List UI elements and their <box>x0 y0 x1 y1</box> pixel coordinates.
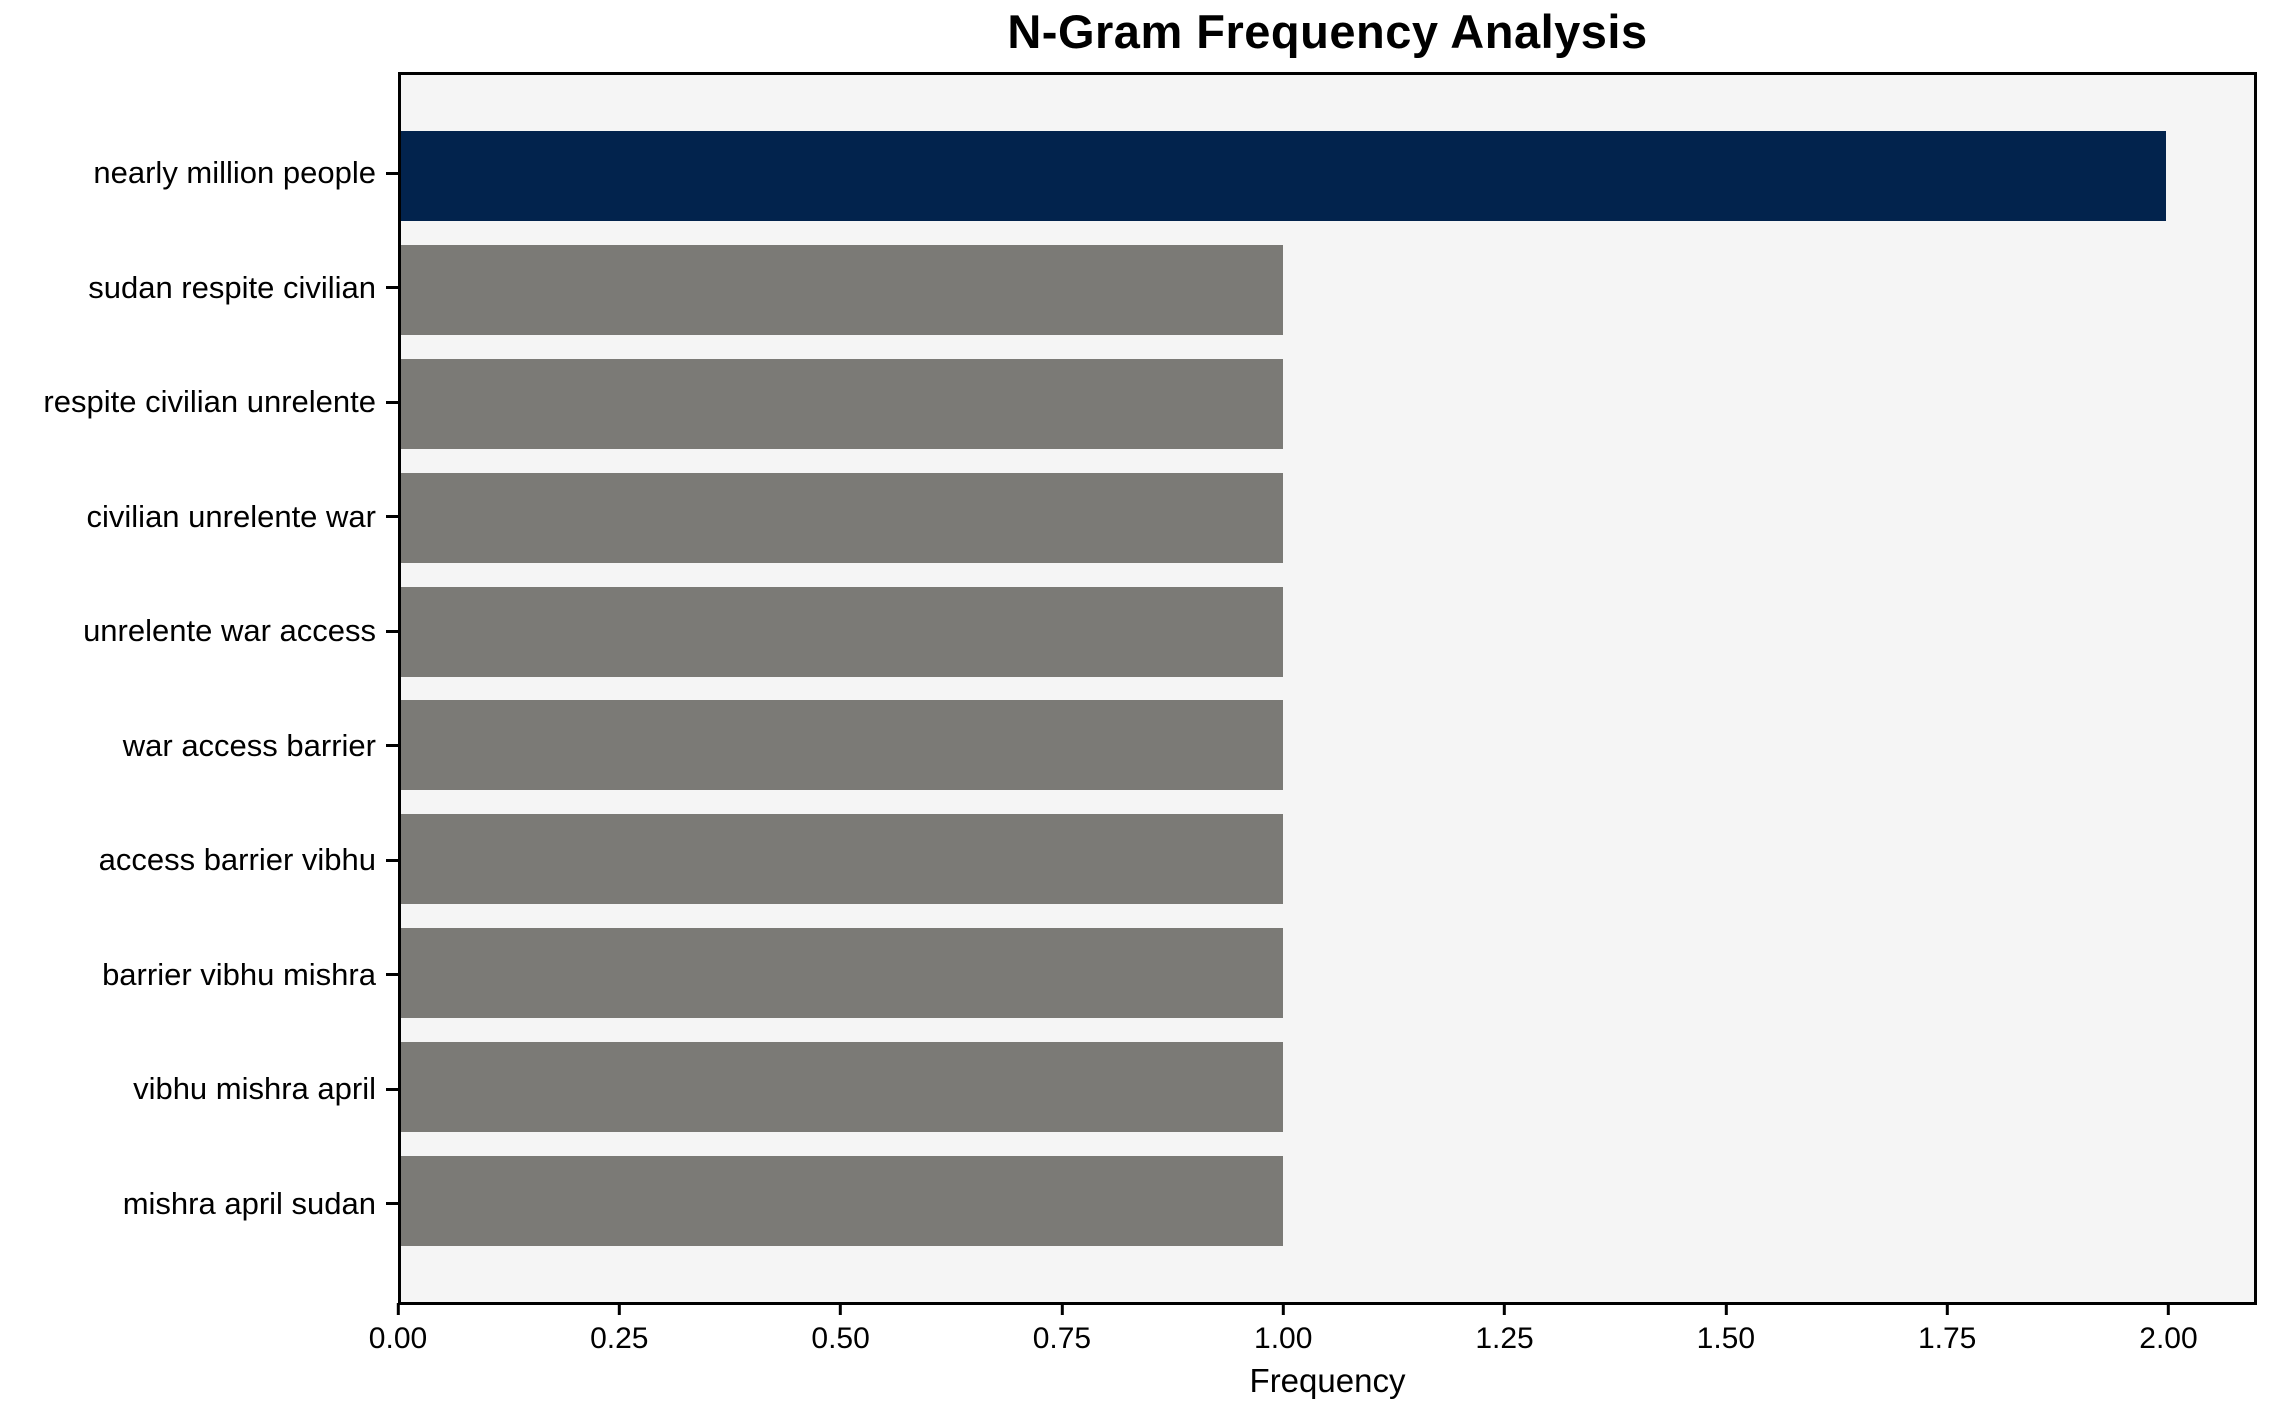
bar-row <box>401 119 2254 233</box>
y-tick-mark <box>386 1087 398 1091</box>
category-label: mishra april sudan <box>122 1185 376 1221</box>
x-tick-label: 0.00 <box>368 1322 428 1355</box>
x-tick-label: 0.75 <box>1032 1322 1092 1355</box>
x-axis-ticks: 0.00 0.25 0.50 0.75 1.00 1.25 1.50 1.75 2.00 <box>369 1303 2257 1365</box>
x-tick-label: 0.25 <box>590 1322 649 1355</box>
x-tick-mark <box>1503 1303 1507 1315</box>
bar-row <box>401 1030 2254 1144</box>
y-tick-mark <box>386 973 398 977</box>
category-label: nearly million people <box>93 155 376 191</box>
bar <box>401 472 1284 563</box>
bar-row <box>401 347 2254 461</box>
bar <box>401 814 1284 905</box>
bar <box>401 1156 1284 1247</box>
x-tick: 0.50 <box>811 1303 870 1356</box>
bar <box>401 244 1284 335</box>
bar-row <box>401 689 2254 803</box>
bar <box>401 586 1284 677</box>
bar-rows <box>401 75 2254 1302</box>
y-category-row: war access barrier <box>0 689 398 804</box>
y-tick-mark <box>386 286 398 290</box>
x-tick-label: 1.75 <box>1917 1322 1977 1355</box>
category-label: barrier vibhu mishra <box>102 956 376 992</box>
bar <box>401 358 1284 449</box>
x-tick-label: 1.00 <box>1254 1322 1313 1355</box>
bar-row <box>401 575 2254 689</box>
category-label: civilian unrelente war <box>86 498 376 534</box>
bar <box>401 1042 1284 1133</box>
bar-row <box>401 916 2254 1030</box>
x-tick: 2.00 <box>2139 1303 2198 1356</box>
x-tick-mark <box>617 1303 621 1315</box>
category-label: war access barrier <box>122 727 376 763</box>
bar <box>401 130 2166 221</box>
x-tick-label: 1.25 <box>1475 1322 1534 1355</box>
y-tick-mark <box>386 400 398 404</box>
y-tick-mark <box>386 171 398 175</box>
category-label: vibhu mishra april <box>133 1071 376 1107</box>
x-tick: 0.25 <box>590 1303 648 1356</box>
y-tick-mark <box>386 515 398 519</box>
category-label: sudan respite civilian <box>88 269 376 305</box>
bar-row <box>401 1144 2254 1258</box>
y-tick-mark <box>386 629 398 633</box>
x-tick: 0.75 <box>1033 1303 1091 1356</box>
x-tick-label: 1.50 <box>1696 1322 1756 1355</box>
x-tick-mark <box>1945 1303 1949 1315</box>
category-label: access barrier vibhu <box>98 842 376 878</box>
x-tick-mark <box>1060 1303 1064 1315</box>
chart-title: N-Gram Frequency Analysis <box>1007 5 1648 58</box>
x-tick-mark <box>1281 1303 1285 1315</box>
x-tick: 1.75 <box>1918 1303 1976 1356</box>
x-tick-mark <box>396 1303 400 1315</box>
bar-row <box>401 461 2254 575</box>
x-tick-mark <box>2166 1303 2170 1315</box>
y-category-row: barrier vibhu mishra <box>0 918 398 1033</box>
x-tick-label: 0.50 <box>811 1322 870 1355</box>
x-tick: 1.50 <box>1697 1303 1755 1356</box>
plot-area <box>398 72 2257 1305</box>
y-axis-labels: nearly million people sudan respite civil… <box>0 72 398 1305</box>
category-label: unrelente war access <box>83 613 376 649</box>
bar-row <box>401 802 2254 916</box>
y-category-row: mishra april sudan <box>0 1147 398 1262</box>
y-category-row: sudan respite civilian <box>0 231 398 346</box>
bar <box>401 928 1284 1019</box>
y-category-row: respite civilian unrelente <box>0 345 398 460</box>
y-category-row: access barrier vibhu <box>0 803 398 918</box>
x-tick: 1.25 <box>1475 1303 1534 1356</box>
bar-row <box>401 233 2254 347</box>
y-tick-mark <box>386 858 398 862</box>
y-category-row: civilian unrelente war <box>0 460 398 575</box>
x-tick: 0.00 <box>369 1303 427 1356</box>
y-category-row: vibhu mishra april <box>0 1032 398 1147</box>
x-tick-mark <box>839 1303 843 1315</box>
y-tick-mark <box>386 1202 398 1206</box>
y-category-row: unrelente war access <box>0 574 398 689</box>
y-tick-mark <box>386 744 398 748</box>
x-tick-mark <box>1724 1303 1728 1315</box>
category-label: respite civilian unrelente <box>43 384 376 420</box>
x-tick-label: 2.00 <box>2139 1322 2198 1355</box>
x-tick: 1.00 <box>1254 1303 1312 1356</box>
bar <box>401 700 1284 791</box>
y-category-row: nearly million people <box>0 116 398 231</box>
x-axis-label: Frequency <box>1249 1362 1406 1399</box>
